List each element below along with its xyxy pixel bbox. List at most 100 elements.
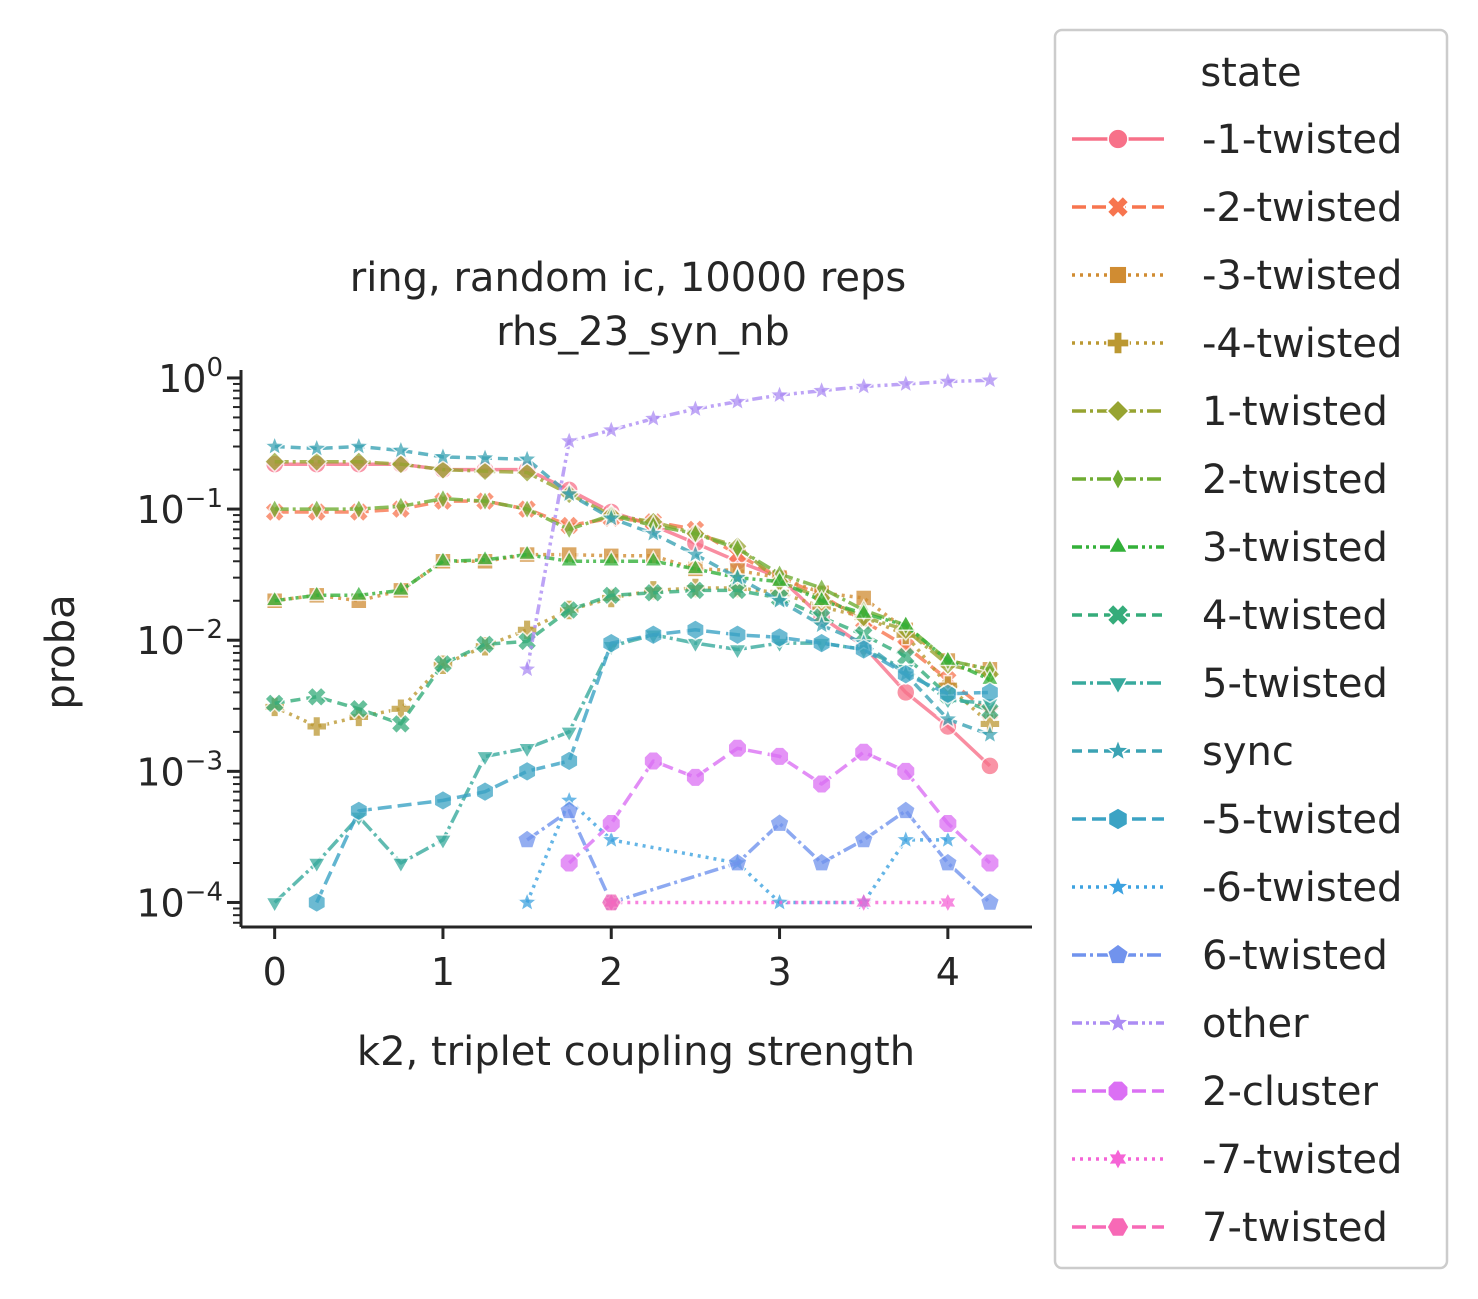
- legend-marker: [1105, 1009, 1131, 1035]
- data-point: [390, 713, 412, 735]
- legend-label: other: [1202, 1001, 1309, 1047]
- data-point: [853, 601, 874, 620]
- x-tick-label: 4: [936, 950, 960, 994]
- data-point: [727, 738, 748, 759]
- data-point: [937, 852, 959, 872]
- x-tick-label: 3: [767, 950, 791, 994]
- data-point: [515, 446, 540, 470]
- y-tick-label: 10−2: [136, 615, 223, 663]
- data-point: [263, 450, 286, 473]
- data-point: [767, 588, 792, 611]
- data-point: [725, 565, 750, 588]
- data-point: [389, 453, 412, 476]
- series-other: [515, 367, 1002, 680]
- data-point: [977, 722, 1002, 745]
- legend-label: 1-twisted: [1202, 389, 1388, 435]
- data-point: [643, 750, 664, 771]
- data-point: [642, 581, 665, 604]
- data-point: [520, 497, 534, 521]
- axes: 0 1 2 3 4 10−4 10−3 10−2 10−1 100: [136, 353, 1032, 994]
- data-point: [938, 682, 958, 705]
- series--6-twisted: [515, 787, 960, 913]
- legend-label: sync: [1202, 729, 1294, 775]
- legend-title: state: [1200, 50, 1301, 96]
- series-3-twisted: [264, 543, 1000, 686]
- legend-label: -7-twisted: [1202, 1137, 1402, 1183]
- legend-marker: [1107, 807, 1129, 831]
- data-point: [893, 371, 918, 395]
- data-point: [895, 799, 917, 820]
- data-point: [388, 437, 413, 461]
- legend-marker: [1106, 603, 1130, 627]
- legend-label: 2-cluster: [1202, 1069, 1378, 1115]
- legend-label: 3-twisted: [1202, 525, 1388, 571]
- data-point: [854, 638, 874, 661]
- legend-frame: [1053, 28, 1449, 1270]
- legend-marker: [1108, 265, 1128, 285]
- legend-item--2-twisted: -2-twisted: [1072, 185, 1402, 231]
- legend-marker: [1107, 676, 1129, 696]
- series--3-twisted: [265, 545, 999, 679]
- legend-marker: [1106, 1216, 1130, 1238]
- data-point: [769, 812, 790, 833]
- data-point: [346, 433, 371, 457]
- data-point: [390, 578, 411, 597]
- data-point: [517, 760, 537, 783]
- data-point: [436, 487, 450, 511]
- data-point: [307, 891, 327, 914]
- legend-label: 7-twisted: [1202, 1205, 1388, 1251]
- series-4-twisted: [263, 579, 1001, 735]
- y-tick-label: 10−1: [136, 484, 223, 532]
- legend-marker: [1106, 943, 1130, 965]
- data-point: [684, 579, 707, 602]
- data-point: [430, 444, 455, 468]
- data-point: [558, 799, 580, 820]
- series-line: [274, 552, 991, 672]
- x-tick-label: 0: [263, 950, 287, 994]
- data-point: [811, 852, 833, 872]
- legend-item-2-twisted: 2-twisted: [1072, 457, 1388, 503]
- data-point: [347, 450, 370, 473]
- data-point: [475, 548, 495, 566]
- legend-item--3-twisted: -3-twisted: [1072, 253, 1402, 299]
- legend-item-7-twisted: 7-twisted: [1072, 1205, 1388, 1251]
- series-line: [274, 499, 991, 715]
- data-point: [515, 656, 540, 680]
- series-line: [274, 459, 991, 677]
- data-point: [769, 746, 790, 767]
- data-point: [853, 742, 874, 763]
- legend-marker: [1107, 1146, 1129, 1172]
- legend-marker: [1105, 873, 1131, 899]
- data-point: [935, 368, 960, 392]
- data-point: [980, 756, 1000, 776]
- legend-item--1-twisted: -1-twisted: [1072, 117, 1402, 163]
- series--5-twisted: [307, 618, 1000, 914]
- data-point: [559, 750, 579, 772]
- data-point: [432, 549, 453, 568]
- data-point: [809, 378, 834, 401]
- data-point: [935, 827, 960, 851]
- data-point: [478, 489, 492, 513]
- legend-marker: [1105, 737, 1131, 763]
- data-point: [851, 373, 876, 397]
- data-point: [811, 774, 832, 795]
- data-point: [896, 682, 916, 703]
- x-tick-label: 2: [599, 950, 623, 994]
- data-point: [306, 857, 327, 875]
- data-point: [937, 890, 958, 915]
- data-point: [641, 406, 666, 429]
- series--1-twisted: [264, 454, 1000, 776]
- legend-item-2-cluster: 2-cluster: [1072, 1069, 1378, 1115]
- data-point: [853, 890, 874, 915]
- data-point: [683, 541, 708, 565]
- data-point: [683, 396, 708, 420]
- data-point: [601, 632, 621, 655]
- legend-item--4-twisted: -4-twisted: [1072, 321, 1402, 367]
- y-tick-label: 100: [158, 353, 223, 401]
- y-tick-label: 10−3: [136, 746, 223, 794]
- data-point: [559, 726, 580, 744]
- data-point: [600, 893, 623, 912]
- legend-label: 5-twisted: [1202, 661, 1388, 707]
- data-point: [431, 458, 455, 481]
